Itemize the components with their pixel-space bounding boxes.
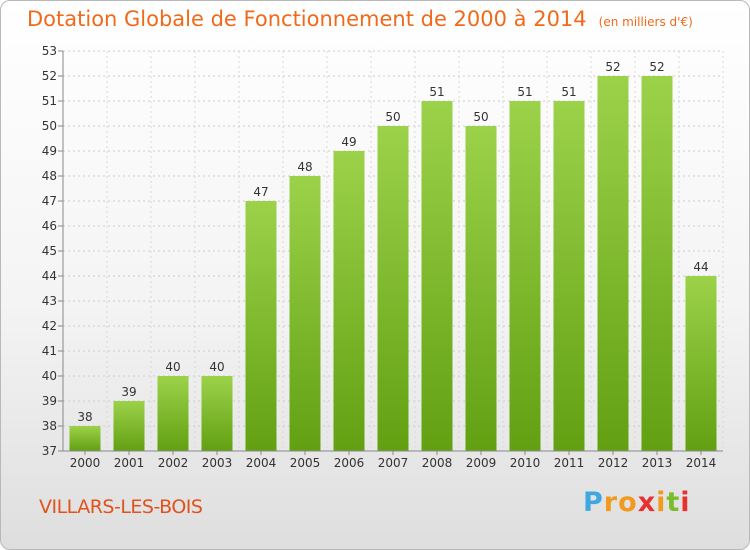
logo-letter: P (583, 487, 604, 518)
commune-name: VILLARS-LES-BOIS (39, 496, 203, 518)
logo-letter: x (637, 487, 657, 518)
y-tick-label: 37 (42, 444, 57, 458)
proxiti-logo: Proxiti (583, 487, 691, 518)
x-tick-label: 2003 (202, 456, 233, 470)
y-tick-label: 49 (42, 144, 57, 158)
bar-value-label: 50 (385, 110, 400, 124)
x-tick-label: 2002 (158, 456, 189, 470)
y-tick-label: 51 (42, 94, 57, 108)
bar-value-label: 39 (121, 385, 136, 399)
bar (509, 101, 541, 451)
y-tick-label: 47 (42, 194, 57, 208)
x-tick-label: 2008 (422, 456, 453, 470)
y-tick-label: 40 (42, 369, 57, 383)
x-tick-label: 2011 (554, 456, 585, 470)
y-tick-label: 39 (42, 394, 57, 408)
bar-value-label: 50 (473, 110, 488, 124)
bars: 38 39 40 40 47 48 49 50 51 50 51 51 52 52 44 (69, 60, 717, 451)
bar (157, 376, 189, 451)
logo-letter: o (618, 487, 638, 518)
x-tick-label: 2001 (114, 456, 145, 470)
y-tick-label: 48 (42, 169, 57, 183)
bar (641, 76, 673, 451)
bar (377, 126, 409, 451)
bar-value-label: 40 (209, 360, 224, 374)
bar-value-label: 49 (341, 135, 356, 149)
bar (201, 376, 233, 451)
chart-title: Dotation Globale de Fonctionnement de 20… (27, 7, 693, 31)
y-tick-label: 50 (42, 119, 57, 133)
bar (113, 401, 145, 451)
x-tick-label: 2005 (290, 456, 321, 470)
y-tick-label: 52 (42, 69, 57, 83)
bar (465, 126, 497, 451)
bar (245, 201, 277, 451)
x-tick-label: 2007 (378, 456, 409, 470)
y-tick-label: 38 (42, 419, 57, 433)
y-tick-label: 42 (42, 319, 57, 333)
y-tick-label: 53 (42, 44, 57, 58)
bar-value-label: 47 (253, 185, 268, 199)
x-tick-label: 2010 (510, 456, 541, 470)
bar-value-label: 48 (297, 160, 312, 174)
bar (289, 176, 321, 451)
bar (553, 101, 585, 451)
y-tick-label: 43 (42, 294, 57, 308)
chart-subtitle: (en milliers d'€) (598, 15, 693, 29)
x-tick-label: 2000 (70, 456, 101, 470)
y-tick-label: 46 (42, 219, 57, 233)
axes: 37 38 39 40 41 42 43 44 45 46 47 48 49 50 51 52 53 2000 20… (42, 44, 723, 470)
y-tick-label: 44 (42, 269, 57, 283)
x-tick-label: 2004 (246, 456, 277, 470)
bar-value-label: 51 (561, 85, 576, 99)
y-tick-label: 41 (42, 344, 57, 358)
x-tick-label: 2006 (334, 456, 365, 470)
logo-letter: t (666, 487, 681, 518)
bar-value-label: 40 (165, 360, 180, 374)
logo-letter: r (603, 487, 619, 518)
bar-value-label: 44 (693, 260, 708, 274)
x-tick-label: 2012 (598, 456, 629, 470)
chart-title-text: Dotation Globale de Fonctionnement de 20… (27, 7, 587, 31)
bar (685, 276, 717, 451)
logo-letter: i (680, 487, 691, 518)
bar-value-label: 52 (649, 60, 664, 74)
y-tick-label: 45 (42, 244, 57, 258)
bar-value-label: 51 (429, 85, 444, 99)
bar-value-label: 38 (77, 410, 92, 424)
x-tick-label: 2009 (466, 456, 497, 470)
bar (333, 151, 365, 451)
bar (69, 426, 101, 451)
logo-letter: i (656, 487, 667, 518)
x-tick-label: 2013 (642, 456, 673, 470)
bar (597, 76, 629, 451)
bar (421, 101, 453, 451)
bar-value-label: 51 (517, 85, 532, 99)
bar-value-label: 52 (605, 60, 620, 74)
x-tick-label: 2014 (686, 456, 717, 470)
